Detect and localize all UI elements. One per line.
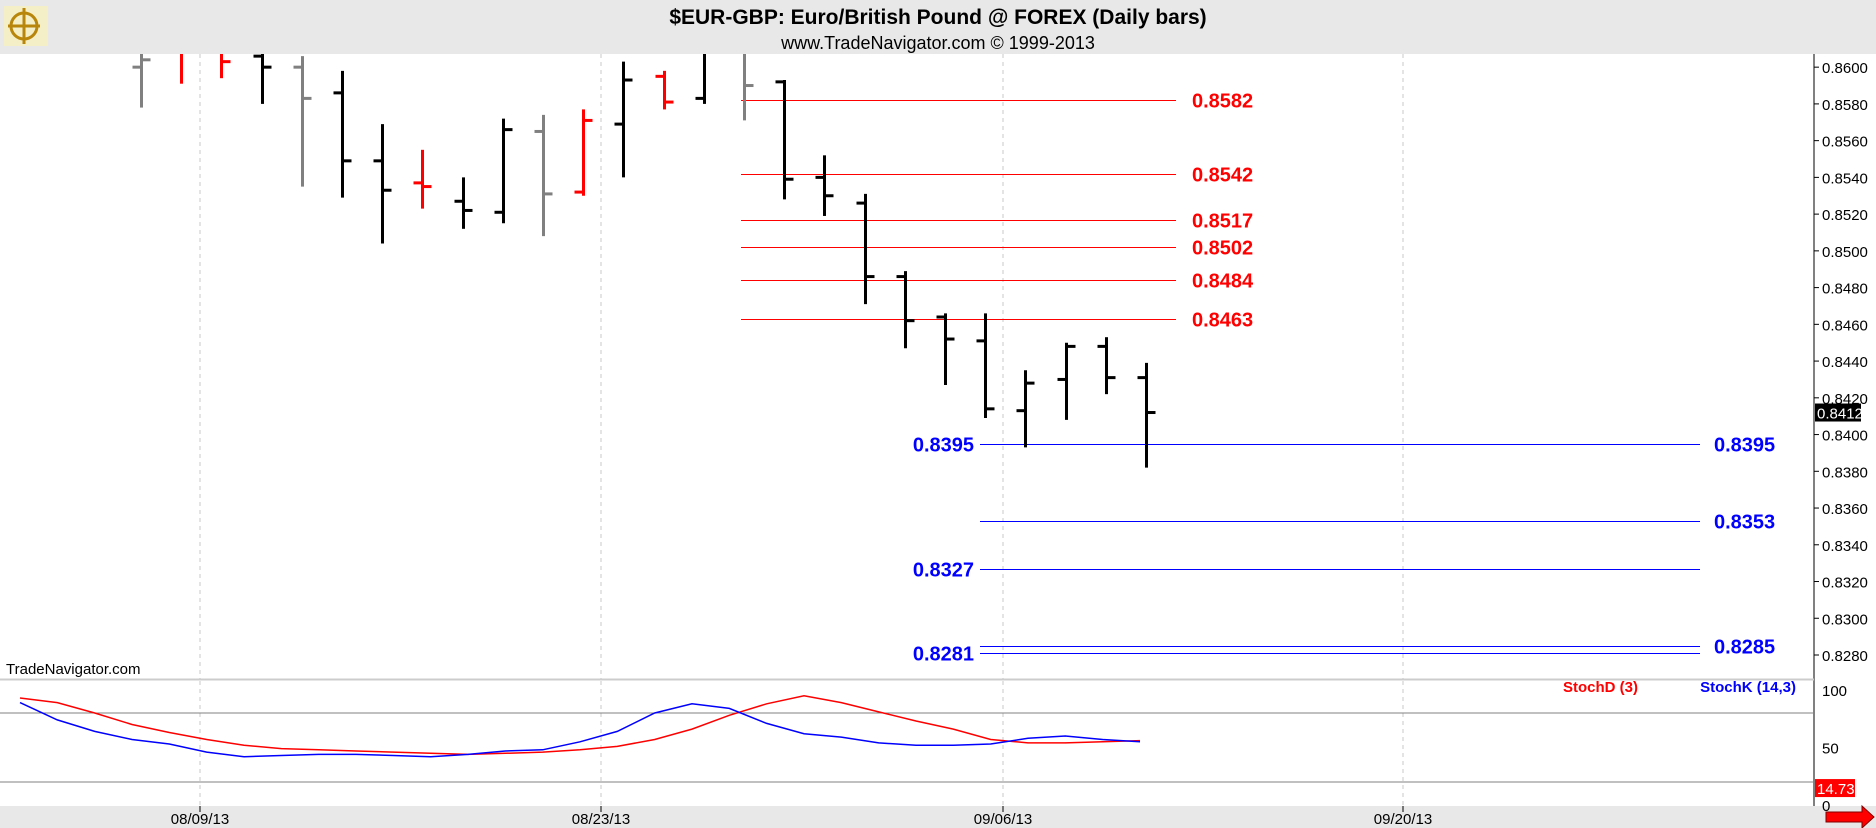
ohlc-bar xyxy=(574,109,593,196)
price-grid xyxy=(199,54,1404,679)
resistance-label: 0.8542 xyxy=(1192,165,1253,187)
price-tick-label: 0.8520 xyxy=(1822,207,1868,224)
resistance-label: 0.8484 xyxy=(1192,271,1254,293)
stoch-last-tag xyxy=(1815,779,1855,798)
ohlc-bar xyxy=(1137,362,1156,468)
support-label: 0.8395 xyxy=(913,435,974,457)
ohlc-bar xyxy=(815,155,834,216)
date-axis-band xyxy=(0,806,1814,828)
ohlc-bar xyxy=(614,61,633,178)
stochastic-grid xyxy=(0,681,1814,805)
ohlc-bar xyxy=(743,54,754,121)
date-axis: 08/09/13 08/23/13 09/06/13 09/20/13 xyxy=(0,806,1814,828)
ohlc-bar xyxy=(896,271,915,349)
support-label: 0.8395 xyxy=(1714,435,1775,457)
watermark-label: TradeNavigator.com xyxy=(6,661,141,678)
ohlc-bar xyxy=(1057,342,1076,420)
ohlc-bar xyxy=(775,80,794,200)
ohlc-bar xyxy=(413,149,432,209)
resistance-label: 0.8463 xyxy=(1192,310,1253,332)
stoch-last-label: 14.73 xyxy=(1817,781,1855,798)
ohlc-bar xyxy=(1016,370,1035,448)
date-tick-label: 08/09/13 xyxy=(171,811,229,828)
price-tick-label: 0.8280 xyxy=(1822,648,1868,665)
stoch-series-line xyxy=(19,695,1141,756)
date-tick-label: 08/23/13 xyxy=(572,811,630,828)
price-tick-label: 0.8580 xyxy=(1822,97,1868,114)
resistance-label: 0.8502 xyxy=(1192,238,1253,260)
price-tick-label: 0.8360 xyxy=(1822,501,1868,518)
ohlc-bar xyxy=(695,54,706,104)
support-label: 0.8281 xyxy=(913,644,974,666)
ohlc-bar xyxy=(856,193,875,305)
price-tick-label: 0.8320 xyxy=(1822,575,1868,592)
resistance-label: 0.8582 xyxy=(1192,91,1253,113)
chart-title: $EUR-GBP: Euro/British Pound @ FOREX (Da… xyxy=(669,6,1206,29)
price-axis: 0.8280 0.8300 0.8320 0.8340 0.8360 0.8380 0.84… xyxy=(1814,60,1868,665)
stochastic-lines xyxy=(19,695,1141,758)
ohlc-bar xyxy=(293,56,312,187)
ohlc-bar xyxy=(976,313,995,419)
ohlc-bar xyxy=(1097,337,1116,395)
support-label: 0.8353 xyxy=(1714,512,1775,534)
chart-subtitle: www.TradeNavigator.com © 1999-2013 xyxy=(780,33,1095,53)
stoch-tick-label: 50 xyxy=(1822,741,1839,758)
price-tick-label: 0.8440 xyxy=(1822,354,1868,371)
ohlc-bar xyxy=(936,313,955,385)
price-levels: 0.8582 0.8542 0.8517 0.8502 0.8484 0.8463 0.83… xyxy=(741,91,1775,666)
stoch-tick-label: 100 xyxy=(1822,683,1847,700)
y-axis-area xyxy=(1814,54,1876,806)
price-panel xyxy=(0,54,1814,679)
support-label: 0.8285 xyxy=(1714,637,1775,659)
ohlc-bar xyxy=(333,70,352,198)
legend-stochk: StochK (14,3) xyxy=(1700,679,1796,696)
legend-stochd: StochD (3) xyxy=(1563,679,1638,696)
price-tick-label: 0.8460 xyxy=(1822,317,1868,334)
ohlc-bar xyxy=(534,114,553,237)
last-price-label: 0.8412 xyxy=(1817,406,1863,423)
stoch-series-line xyxy=(19,701,1141,758)
price-tick-label: 0.8600 xyxy=(1822,60,1868,77)
stoch-tick-label: 0 xyxy=(1822,798,1830,815)
stochastic-panel xyxy=(0,680,1814,806)
date-tick-label: 09/20/13 xyxy=(1374,811,1432,828)
ohlc-bars xyxy=(132,54,1156,468)
ohlc-bar xyxy=(454,177,473,229)
ohlc-bar xyxy=(253,54,272,104)
price-tick-label: 0.8340 xyxy=(1822,538,1868,555)
support-label: 0.8327 xyxy=(913,560,974,582)
price-tick-label: 0.8540 xyxy=(1822,170,1868,187)
scroll-right-arrow-icon[interactable] xyxy=(1825,804,1875,828)
date-tick-label: 09/06/13 xyxy=(974,811,1032,828)
price-tick-label: 0.8560 xyxy=(1822,134,1868,151)
ohlc-bar xyxy=(220,54,231,79)
price-tick-label: 0.8400 xyxy=(1822,428,1868,445)
price-tick-label: 0.8380 xyxy=(1822,464,1868,481)
ohlc-bar xyxy=(655,70,674,110)
ohlc-bar xyxy=(373,124,392,244)
price-tick-label: 0.8300 xyxy=(1822,611,1868,628)
ohlc-bar xyxy=(132,54,151,108)
stochastic-axis: 0 50 100 14.73 xyxy=(1815,683,1855,815)
ohlc-bar xyxy=(494,118,513,224)
last-price-tag xyxy=(1815,403,1861,422)
tradenavigator-logo-icon xyxy=(4,6,48,46)
resistance-label: 0.8517 xyxy=(1192,211,1253,233)
price-tick-label: 0.8500 xyxy=(1822,244,1868,261)
price-tick-label: 0.8480 xyxy=(1822,281,1868,298)
